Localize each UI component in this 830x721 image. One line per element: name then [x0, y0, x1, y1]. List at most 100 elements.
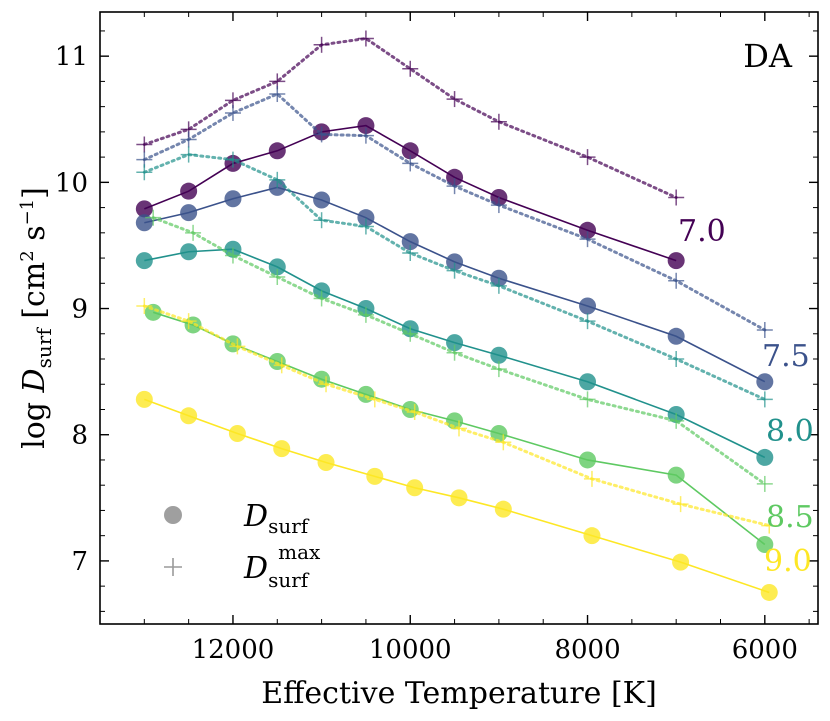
dsurf-point [357, 209, 375, 227]
legend-dsurfmax-var: D [243, 551, 268, 586]
dsurf-point [756, 373, 774, 391]
dsurf-point [579, 297, 597, 315]
dsurf-max-point [224, 247, 241, 264]
dsurf-point [401, 142, 419, 160]
series-label-7.5: 7.5 [762, 339, 810, 374]
dsurf-max-point [229, 338, 246, 355]
dsurf-point [357, 117, 375, 135]
dsurf-max-point [446, 262, 463, 279]
legend: Dsurf Dsurfmax [164, 499, 321, 592]
series-label-9.0: 9.0 [764, 544, 812, 579]
x-tick-label: 10000 [369, 635, 452, 665]
dsurf-max-point [495, 434, 512, 451]
dsurf-max-point [672, 496, 689, 513]
x-axis-title: Effective Temperature [K] [261, 676, 657, 711]
dsurf-point [273, 440, 291, 458]
dsurf-point [490, 346, 508, 364]
dsurf-point [180, 407, 198, 425]
dsurf-point [184, 316, 202, 334]
dsurf-max-point [313, 126, 330, 143]
axis-ticks: 12000 10000 8000 6000 7 8 9 10 11 [55, 12, 818, 665]
dsurf-max-point [136, 298, 153, 315]
x-tick-label: 6000 [732, 635, 798, 665]
dsurf-point [667, 327, 685, 345]
dsurf-point [180, 204, 198, 222]
dsurf-max-point [366, 391, 383, 408]
y-axis-title-sub: surf [32, 327, 56, 369]
dsurf-point [756, 448, 774, 466]
y-tick-label: 8 [71, 421, 88, 451]
dsurf-point [579, 221, 597, 239]
dsurf-point [760, 583, 778, 601]
dsurf-point [357, 385, 375, 403]
dsurf-max-point [136, 164, 153, 181]
dsurf-point [579, 451, 597, 469]
dsurf-point [756, 536, 774, 554]
dsurf-point [672, 553, 690, 571]
dsurf-point [135, 390, 153, 408]
dsurf-max-point [668, 272, 685, 289]
dsurf-point [667, 466, 685, 484]
dsurf-max-point [579, 313, 596, 330]
dsurf-max-point [180, 146, 197, 163]
series-8.5 [144, 209, 774, 554]
dsurf-max-point [313, 36, 330, 53]
panel-label: DA [743, 37, 793, 75]
dsurf-max-point [357, 127, 374, 144]
dsurf-point [446, 168, 464, 186]
dsurf-point [135, 214, 153, 232]
dsurf-max-point [490, 361, 507, 378]
dsurf-max-point [402, 60, 419, 77]
dsurf-max-point [357, 30, 374, 47]
dsurf-max-line [142, 36, 678, 199]
dsurf-max-point [579, 391, 596, 408]
dsurf-max-point [402, 155, 419, 172]
dsurf-max-point [490, 113, 507, 130]
dsurf-max-point [761, 517, 778, 534]
dsurf-point [366, 467, 384, 485]
dsurf-max-point [269, 86, 286, 103]
dsurf-max-line [151, 216, 767, 486]
dsurf-point [317, 453, 335, 471]
dsurf-max-line [142, 92, 767, 332]
series-layer [135, 30, 778, 601]
dsurf-max-point [446, 344, 463, 361]
dsurf-max-point [451, 420, 467, 437]
legend-dsurfmax-sub: surf [268, 568, 310, 592]
svg-text:log Dsurf [cm2 s−1]: log Dsurf [cm2 s−1] [17, 187, 56, 449]
dsurf-max-point [273, 357, 290, 374]
legend-dsurf-var: D [243, 499, 268, 534]
legend-dsurf-sub: surf [268, 514, 310, 538]
y-axis-title-units-mid: s [17, 225, 52, 250]
series-labels: 7.0 7.5 8.0 8.5 9.0 [678, 214, 814, 579]
dsurf-max-point [756, 391, 773, 408]
dsurf-point [268, 258, 286, 276]
dsurf-point [579, 373, 597, 391]
y-axis-title-units-open: [cm [17, 262, 52, 329]
dsurf-max-point [185, 224, 202, 241]
dsurf-max-point [490, 197, 507, 214]
dsurf-max-point [357, 306, 374, 323]
dsurf-point [401, 400, 419, 418]
y-axis-title-var: D [17, 368, 52, 393]
plot-frame [99, 11, 819, 625]
dsurf-max-point [583, 470, 600, 487]
dsurf-point [228, 424, 246, 442]
dsurf-max-point [402, 245, 419, 262]
dsurf-max-point [145, 209, 162, 226]
dsurf-max-point [357, 218, 374, 235]
dsurf-max-point [318, 376, 335, 393]
dsurf-point [268, 142, 286, 160]
dsurf-point [313, 191, 331, 209]
legend-plus-marker [164, 558, 182, 576]
y-tick-label: 7 [71, 547, 88, 577]
y-axis-title-prefix: log [17, 392, 52, 448]
dsurf-point [135, 252, 153, 270]
dsurf-point [446, 334, 464, 352]
dsurf-max-point [446, 91, 463, 108]
dsurf-point [446, 253, 464, 271]
dsurf-max-point [668, 189, 685, 206]
series-9.0 [135, 298, 778, 601]
y-tick-label: 11 [55, 42, 88, 72]
y-axis-title-units-close: ] [17, 187, 52, 199]
